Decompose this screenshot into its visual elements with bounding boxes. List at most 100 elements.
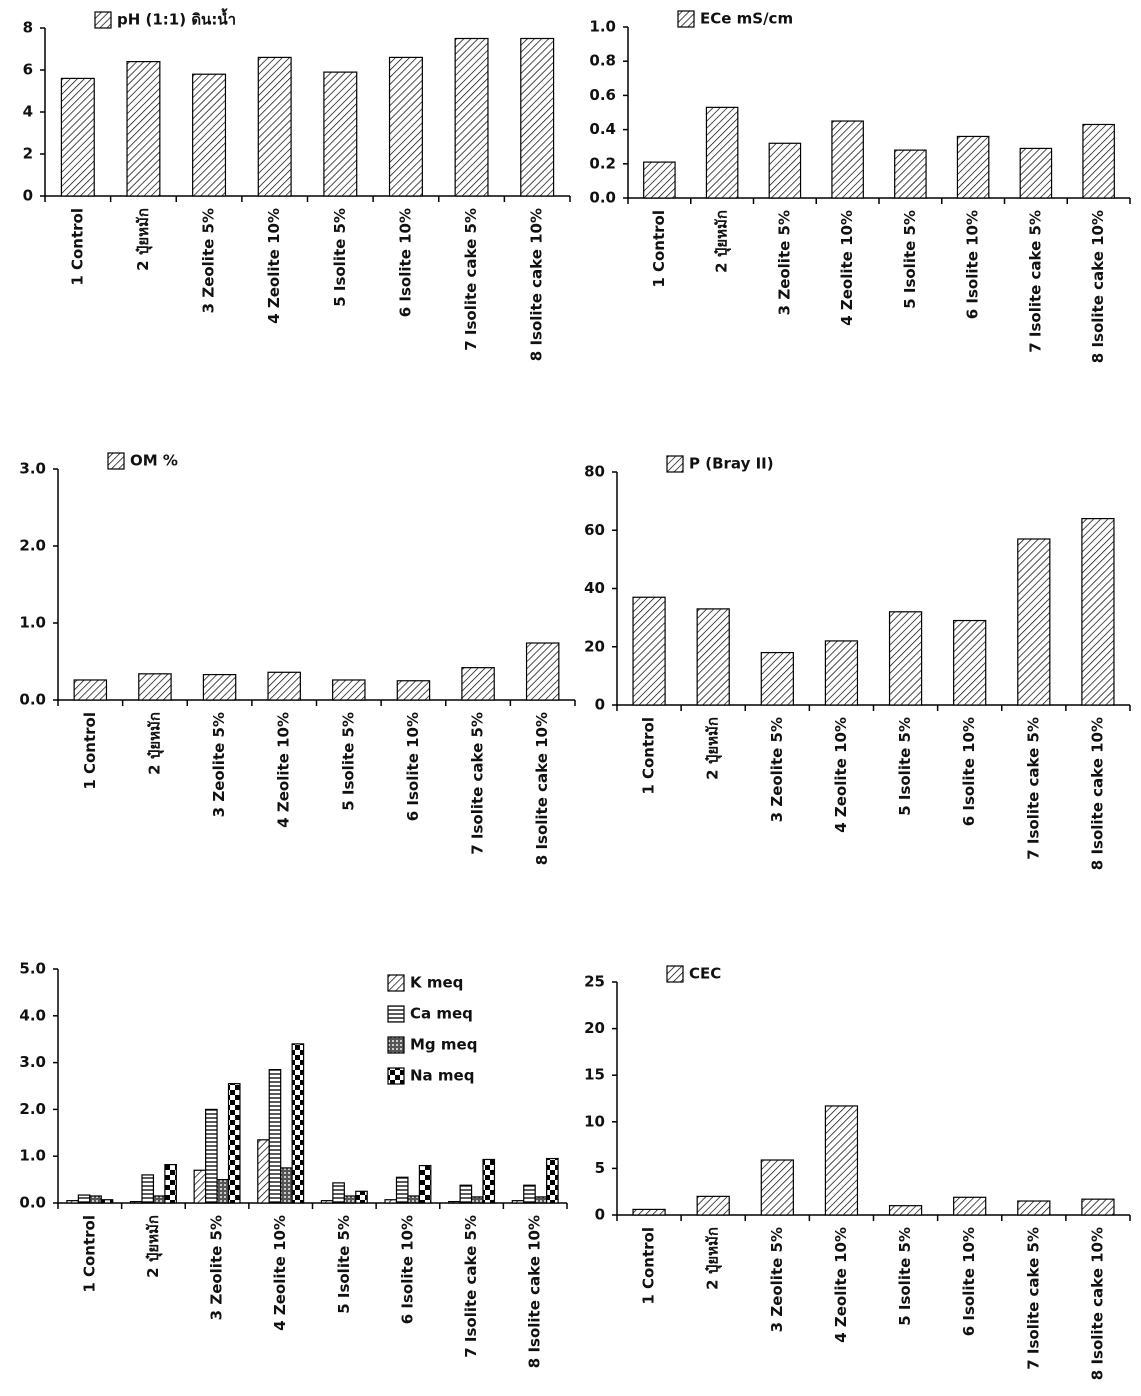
x-tick-label: 5 Isolite 5% (335, 1215, 353, 1314)
bar (760, 651, 794, 706)
legend-swatch (107, 452, 125, 470)
x-tick-label: 8 Isolite cake 10% (528, 208, 546, 361)
x-tick-label: 6 Isolite 10% (398, 1215, 416, 1324)
bar (332, 1182, 345, 1204)
x-tick-label: 4 Zeolite 10% (275, 712, 293, 828)
legend-label: Ca meq (410, 1005, 473, 1023)
x-tick-label: 3 Zeolite 5% (768, 1227, 786, 1332)
x-tick-label: 2 ปุ๋ยหมัก (144, 1215, 163, 1278)
x-tick-label: 8 Isolite cake 10% (1088, 717, 1106, 870)
bar (355, 1190, 368, 1204)
y-tick-label: 6 (23, 61, 33, 79)
bar (470, 1196, 484, 1204)
x-tick-label: 7 Isolite cake 5% (469, 712, 487, 855)
bar (523, 1184, 536, 1204)
bar (888, 1205, 923, 1216)
bar (1082, 123, 1115, 199)
bar (632, 596, 666, 706)
x-tick-label: 5 Isolite 5% (901, 210, 919, 309)
bar (216, 1178, 230, 1204)
x-tick-label: 8 Isolite cake 10% (526, 1215, 544, 1368)
bar (126, 60, 161, 197)
bar (1081, 517, 1115, 706)
bar (257, 1139, 270, 1204)
x-tick-label: 4 Zeolite 10% (265, 208, 283, 324)
bar (202, 673, 237, 701)
x-tick-label: 1 Control (80, 1215, 98, 1293)
bar (323, 71, 358, 197)
bar (343, 1195, 357, 1204)
x-tick-label: 6 Isolite 10% (396, 208, 414, 317)
bar (1017, 538, 1051, 706)
y-tick-label: 0 (595, 1206, 605, 1224)
bar (643, 161, 676, 199)
legend-label: Mg meq (410, 1036, 477, 1054)
x-tick-label: 1 Control (650, 210, 668, 288)
y-tick-label: 20 (584, 1019, 605, 1037)
x-tick-label: 6 Isolite 10% (404, 712, 422, 821)
bar (268, 1069, 282, 1204)
bar (164, 1164, 177, 1204)
y-tick-label: 8 (23, 19, 33, 37)
legend-swatch (387, 1036, 405, 1054)
y-tick-label: 5 (595, 1159, 605, 1177)
y-tick-label: 0 (23, 187, 33, 205)
x-tick-label: 5 Isolite 5% (339, 712, 357, 811)
bar (193, 1169, 207, 1204)
legend-swatch (387, 974, 405, 992)
bar (482, 1158, 496, 1204)
y-tick-label: 0 (595, 696, 605, 714)
y-tick-label: 1.0 (19, 1147, 46, 1165)
legend-swatch (94, 11, 112, 29)
y-tick-label: 25 (584, 973, 605, 991)
legend-swatch (387, 1005, 405, 1023)
bar (192, 73, 227, 197)
bar (546, 1157, 559, 1204)
y-tick-label: 60 (584, 521, 605, 539)
y-tick-label: 2 (23, 145, 33, 163)
x-tick-label: 3 Zeolite 5% (208, 1215, 226, 1320)
bar (395, 1176, 409, 1204)
bar (459, 1184, 473, 1204)
x-tick-label: 3 Zeolite 5% (768, 717, 786, 822)
bar (696, 1195, 730, 1216)
y-tick-label: 40 (584, 579, 605, 597)
bar (1017, 1200, 1051, 1216)
y-tick-label: 0.6 (589, 86, 616, 104)
x-tick-label: 3 Zeolite 5% (775, 210, 793, 315)
x-tick-label: 5 Isolite 5% (896, 717, 914, 816)
x-tick-label: 6 Isolite 10% (960, 1227, 978, 1336)
legend-label: K meq (410, 974, 463, 992)
bar (760, 1159, 794, 1216)
legend-label: ECe mS/cm (700, 10, 793, 28)
bar (888, 611, 923, 706)
bar (696, 608, 730, 706)
bar (257, 56, 292, 197)
bar (388, 56, 423, 197)
bar (141, 1174, 155, 1204)
bar (461, 667, 495, 701)
y-tick-label: 3.0 (19, 460, 46, 478)
bar (894, 149, 927, 199)
x-tick-label: 6 Isolite 10% (964, 210, 982, 319)
bar (511, 1200, 525, 1204)
bar (267, 671, 301, 701)
bar (66, 1200, 79, 1204)
x-tick-label: 4 Zeolite 10% (832, 1227, 850, 1343)
bar (407, 1195, 420, 1204)
bar (320, 1200, 334, 1204)
bar (768, 142, 802, 199)
x-tick-label: 2 ปุ๋ยหมัก (704, 717, 723, 780)
y-tick-label: 4 (23, 103, 33, 121)
bar (152, 1195, 166, 1204)
y-tick-label: 0.0 (19, 691, 46, 709)
bar (525, 642, 560, 701)
x-tick-label: 7 Isolite cake 5% (462, 208, 480, 351)
bar (100, 1199, 114, 1204)
bar (418, 1164, 432, 1204)
x-tick-label: 2 ปุ๋ยหมัก (713, 210, 732, 273)
x-tick-label: 1 Control (81, 712, 99, 790)
bar (824, 1105, 859, 1216)
x-tick-label: 8 Isolite cake 10% (1089, 210, 1107, 363)
